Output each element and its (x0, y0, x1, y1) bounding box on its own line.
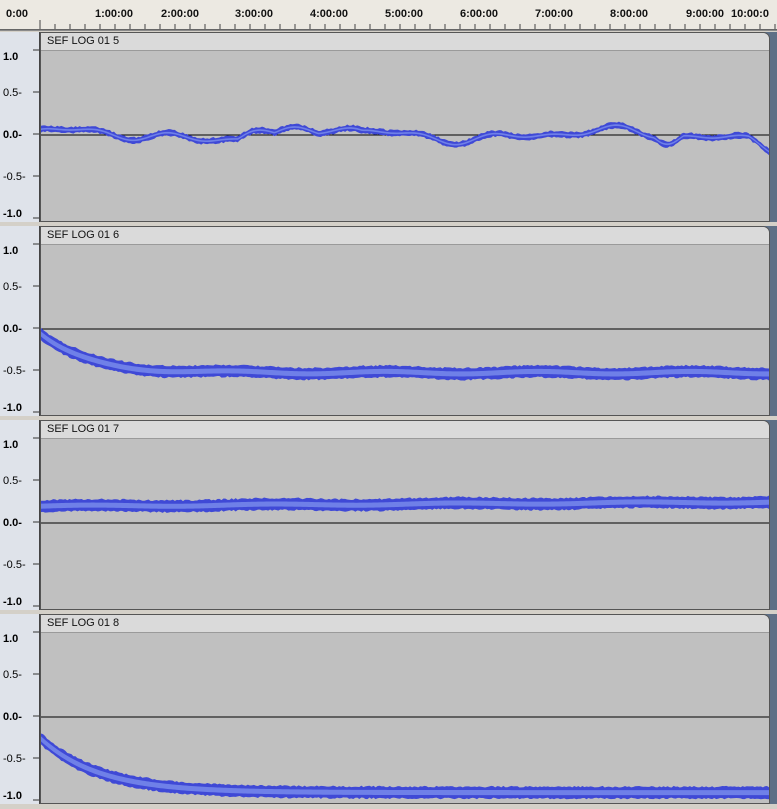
audio-track[interactable]: 1.0 0.5- 0.0- -0.5- -1.0 SEF LOG 01 8 (0, 614, 777, 804)
clip-title: SEF LOG 01 7 (47, 423, 120, 435)
amplitude-label: -1.0 (3, 790, 22, 802)
amplitude-label: -1.0 (3, 596, 22, 608)
amplitude-label: 0.5- (3, 87, 22, 99)
amplitude-label: 0.0- (3, 711, 22, 723)
ruler-time-label: 6:00:00 (460, 8, 498, 20)
clip-title-bar[interactable]: SEF LOG 01 6 (41, 227, 769, 245)
amplitude-label: 0.0- (3, 517, 22, 529)
audio-clip[interactable]: SEF LOG 01 7 (40, 420, 770, 610)
amplitude-label: 1.0 (3, 439, 18, 451)
audio-clip[interactable]: SEF LOG 01 8 (40, 614, 770, 804)
ruler-time-label: 8:00:00 (610, 8, 648, 20)
amplitude-label: 0.5- (3, 669, 22, 681)
amplitude-label: 0.0- (3, 323, 22, 335)
amplitude-label: -1.0 (3, 402, 22, 414)
ruler-time-label: 3:00:00 (235, 8, 273, 20)
audio-track[interactable]: 1.0 0.5- 0.0- -0.5- -1.0 SEF LOG 01 7 (0, 420, 777, 610)
amplitude-label: 1.0 (3, 51, 18, 63)
amplitude-ruler: 1.0 0.5- 0.0- -0.5- -1.0 (0, 614, 41, 804)
amplitude-label: 0.0- (3, 129, 22, 141)
waveform (41, 327, 769, 381)
clip-title: SEF LOG 01 6 (47, 229, 120, 241)
clip-title: SEF LOG 01 8 (47, 617, 120, 629)
ruler-time-label: 4:00:00 (310, 8, 348, 20)
waveform-rms (41, 331, 769, 377)
audio-clip[interactable]: SEF LOG 01 5 (40, 32, 770, 222)
amplitude-label: 1.0 (3, 245, 18, 257)
amplitude-label: 1.0 (3, 633, 18, 645)
waveform (41, 495, 769, 524)
ruler-time-label: 7:00:00 (535, 8, 573, 20)
timeline-ruler-scale: 0:00 1:00:00 2:00:00 3:00:00 4:00:00 5:00:00 6… (0, 8, 777, 30)
waveform (41, 121, 769, 156)
ruler-time-label: 10:00:0 (731, 8, 769, 20)
amplitude-label: 0.5- (3, 281, 22, 293)
amplitude-label: 0.5- (3, 475, 22, 487)
clip-title-bar[interactable]: SEF LOG 01 7 (41, 421, 769, 439)
ruler-time-label: 2:00:00 (161, 8, 199, 20)
waveform-envelope (41, 121, 769, 156)
audio-track[interactable]: 1.0 0.5- 0.0- -0.5- -1.0 SEF LOG 01 5 (0, 32, 777, 222)
amplitude-ruler: 1.0 0.5- 0.0- -0.5- -1.0 (0, 32, 41, 222)
waveform (41, 716, 769, 800)
ruler-time-label: 9:00:00 (686, 8, 724, 20)
amplitude-ruler: 1.0 0.5- 0.0- -0.5- -1.0 (0, 420, 41, 610)
amplitude-label: -0.5- (3, 365, 26, 377)
audio-track[interactable]: 1.0 0.5- 0.0- -0.5- -1.0 SEF LOG 01 6 (0, 226, 777, 416)
clip-title-bar[interactable]: SEF LOG 01 8 (41, 615, 769, 633)
amplitude-label: -0.5- (3, 559, 26, 571)
clip-title-bar[interactable]: SEF LOG 01 5 (41, 33, 769, 51)
timeline-ruler[interactable]: 0:00 1:00:00 2:00:00 3:00:00 4:00:00 5:00:00 6… (0, 0, 777, 31)
amplitude-label: -0.5- (3, 753, 26, 765)
audio-clip[interactable]: SEF LOG 01 6 (40, 226, 770, 416)
amplitude-label: -1.0 (3, 208, 22, 220)
clip-title: SEF LOG 01 5 (47, 35, 120, 47)
amplitude-label: -0.5- (3, 171, 26, 183)
waveform-envelope (41, 327, 769, 381)
waveform-envelope (41, 733, 769, 800)
ruler-time-label: 0:00 (6, 8, 28, 20)
waveform-rms (41, 736, 769, 796)
ruler-time-label: 5:00:00 (385, 8, 423, 20)
ruler-time-label: 1:00:00 (95, 8, 133, 20)
amplitude-ruler: 1.0 0.5- 0.0- -0.5- -1.0 (0, 226, 41, 416)
waveform-rms (41, 499, 769, 509)
